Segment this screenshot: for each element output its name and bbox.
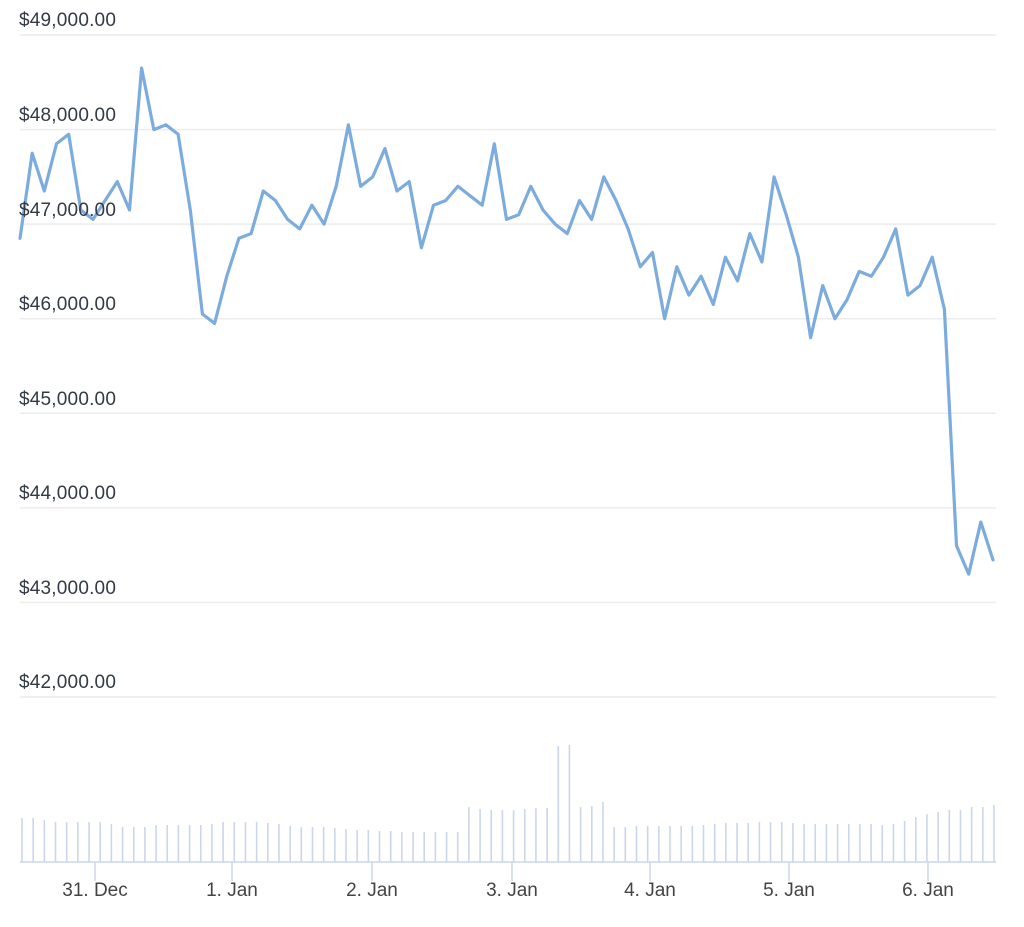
x-tick-label: 2. Jan [346,880,398,901]
y-tick-label: $44,000.00 [19,483,117,504]
x-tick-label: 3. Jan [486,880,538,901]
y-tick-label: $48,000.00 [19,105,117,126]
y-tick-label: $46,000.00 [19,294,117,315]
y-tick-label: $49,000.00 [19,10,117,31]
volume-bars [21,745,995,862]
x-tick-label: 31. Dec [62,880,128,901]
y-tick-label: $43,000.00 [19,578,117,599]
y-tick-label: $42,000.00 [19,672,117,693]
price-line[interactable] [18,66,995,576]
x-axis-ticks [94,862,929,881]
x-tick-label: 5. Jan [763,880,815,901]
y-gridlines [20,34,996,698]
y-tick-label: $45,000.00 [19,389,117,410]
x-tick-label: 4. Jan [624,880,676,901]
y-tick-label: $47,000.00 [19,200,117,221]
x-tick-label: 1. Jan [206,880,258,901]
x-tick-label: 6. Jan [902,880,954,901]
